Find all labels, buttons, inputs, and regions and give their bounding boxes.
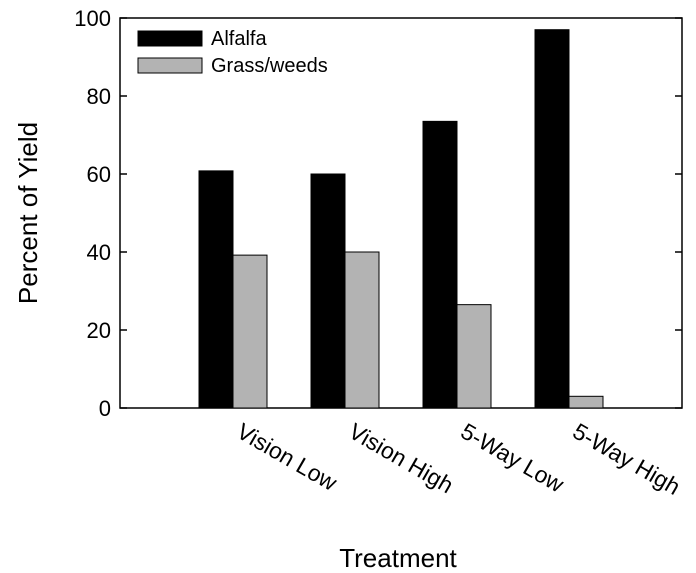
legend-swatch [137, 30, 203, 47]
y-tick-label: 0 [99, 396, 111, 421]
x-tick-label: Vision Low [233, 418, 342, 496]
y-tick-label: 100 [74, 6, 111, 31]
y-tick-label: 60 [87, 162, 111, 187]
legend: Alfalfa Grass/weeds [137, 28, 328, 77]
bar-grass-weeds [232, 254, 268, 409]
bar-alfalfa [198, 170, 234, 409]
y-axis-label: Percent of Yield [13, 122, 43, 304]
bar-grass-weeds [456, 304, 492, 409]
y-tick-label: 20 [87, 318, 111, 343]
x-tick-label: 5-Way Low [457, 418, 569, 498]
legend-label: Grass/weeds [211, 55, 328, 77]
bar-alfalfa [310, 173, 346, 409]
bar-alfalfa [534, 29, 570, 409]
y-tick-label: 80 [87, 84, 111, 109]
legend-swatch [137, 57, 203, 74]
plot-frame [119, 17, 683, 409]
legend-label: Alfalfa [211, 28, 267, 50]
bar-grass-weeds [344, 251, 380, 409]
bar-alfalfa [422, 120, 458, 409]
y-tick-label: 40 [87, 240, 111, 265]
x-tick-label: Vision High [345, 418, 458, 498]
bar-grass-weeds [568, 395, 604, 409]
bars [198, 29, 604, 409]
x-axis-label: Treatment [339, 543, 457, 573]
y-axis-ticks: 0 20 40 60 80 100 [74, 6, 682, 421]
x-tick-label: 5-Way High [569, 418, 685, 500]
